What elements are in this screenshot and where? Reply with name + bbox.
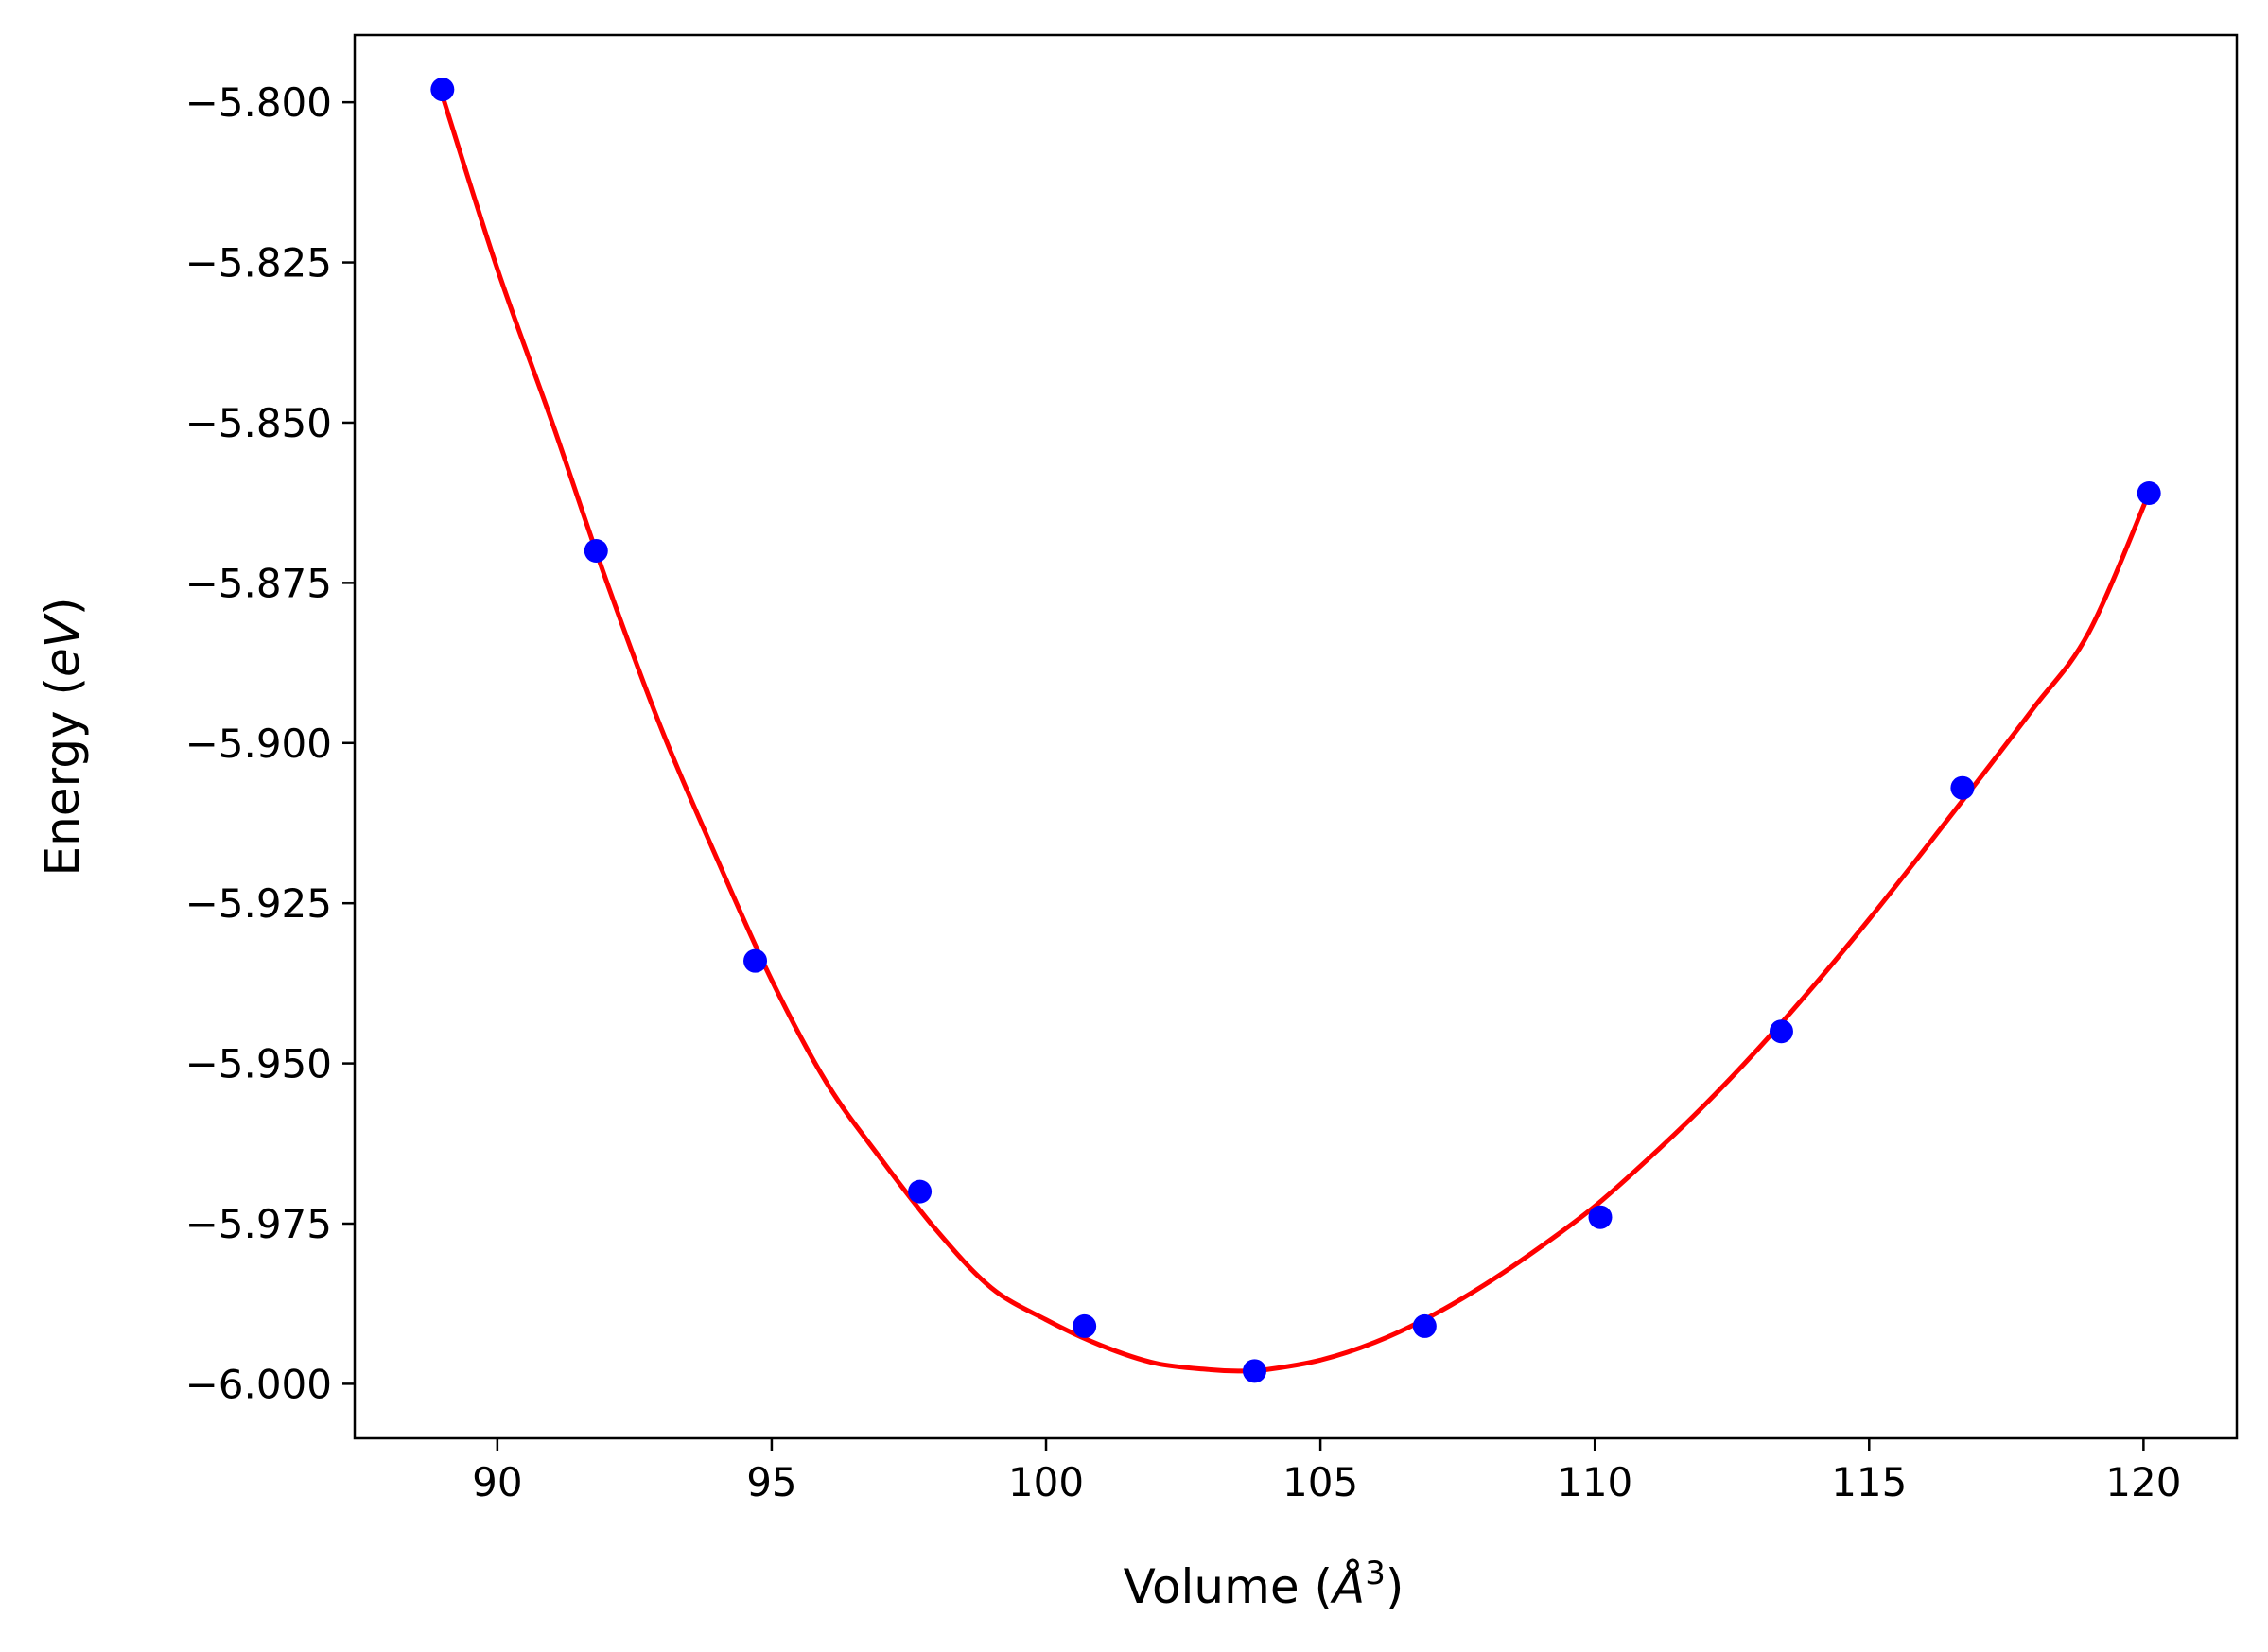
- data-point: [908, 1179, 933, 1204]
- y-axis-title-main: Energy (: [35, 677, 90, 876]
- x-axis-title-exponent: 3: [1365, 1555, 1386, 1592]
- x-axis-title-main: Volume (: [1124, 1559, 1333, 1614]
- data-point: [1769, 1019, 1793, 1044]
- x-axis-title-close: ): [1386, 1559, 1404, 1614]
- data-point: [430, 78, 455, 102]
- x-axis-title: Volume (Å3): [1124, 1555, 1404, 1614]
- x-tick-label: 90: [472, 1459, 522, 1505]
- data-point: [1950, 775, 1975, 800]
- y-axis-title: Energy (eV): [35, 598, 90, 877]
- x-axis-ticks: 90 95 100 105 110 115 120: [472, 1438, 2181, 1505]
- x-tick-label: 115: [1831, 1459, 1907, 1505]
- data-point: [584, 538, 608, 563]
- x-axis-title-unit: Å: [1330, 1559, 1365, 1614]
- data-point: [1242, 1359, 1266, 1383]
- y-tick-label: −5.975: [185, 1201, 332, 1247]
- x-tick-label: 120: [2105, 1459, 2181, 1505]
- data-point: [743, 948, 768, 973]
- data-point: [2137, 481, 2161, 506]
- y-tick-label: −5.900: [185, 721, 332, 767]
- plot-frame: [353, 33, 2239, 1440]
- y-axis-title-close: ): [35, 598, 90, 617]
- data-point: [1073, 1313, 1097, 1338]
- x-tick-label: 95: [746, 1459, 796, 1505]
- data-point: [1588, 1205, 1613, 1229]
- y-tick-label: −5.925: [185, 880, 332, 927]
- y-tick-label: −5.950: [185, 1041, 332, 1087]
- y-axis-title-unit: eV: [35, 612, 90, 677]
- x-tick-label: 105: [1282, 1459, 1358, 1505]
- y-tick-label: −5.850: [185, 400, 332, 446]
- fit-curve-line: [440, 95, 2152, 1374]
- x-tick-label: 110: [1557, 1459, 1632, 1505]
- y-tick-label: −6.000: [185, 1361, 332, 1407]
- y-tick-label: −5.825: [185, 240, 332, 287]
- y-tick-label: −5.875: [185, 560, 332, 606]
- y-tick-label: −5.800: [185, 79, 332, 126]
- y-axis-ticks: −5.800 −5.825 −5.850 −5.875 −5.900 −5.925 −5.9…: [185, 79, 355, 1407]
- plot-area: [430, 78, 2161, 1383]
- data-point: [1412, 1313, 1437, 1338]
- x-tick-label: 100: [1008, 1459, 1084, 1505]
